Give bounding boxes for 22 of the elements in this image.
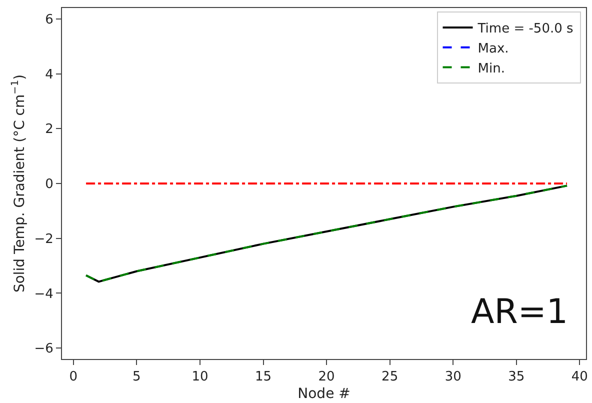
- y-tick-label: 6: [45, 12, 54, 28]
- x-tick-label: 25: [382, 370, 398, 385]
- x-tick-label: 20: [318, 370, 335, 385]
- x-tick-label: 5: [132, 370, 141, 385]
- x-tick-label: 30: [444, 370, 462, 385]
- x-axis-title: Node #: [298, 386, 350, 402]
- x-tick-label: 15: [254, 370, 272, 385]
- y-tick-label: 2: [45, 122, 54, 138]
- legend-label: Max.: [478, 41, 509, 56]
- legend-label: Time = -50.0 s: [476, 22, 574, 37]
- y-tick-label: −2: [34, 232, 54, 247]
- y-tick-label: 4: [45, 67, 54, 82]
- x-tick-label: 40: [571, 370, 588, 385]
- x-tick-label: 35: [508, 370, 525, 385]
- line-series: [85, 184, 568, 283]
- x-tick-label: 10: [192, 370, 208, 385]
- y-tick-label: −4: [34, 286, 54, 302]
- x-tick-label: 0: [69, 370, 78, 385]
- legend-label: Min.: [478, 61, 505, 76]
- annotation: AR=1: [471, 292, 568, 332]
- y-tick-label: 0: [45, 177, 54, 192]
- y-tick-label: −6: [34, 342, 54, 357]
